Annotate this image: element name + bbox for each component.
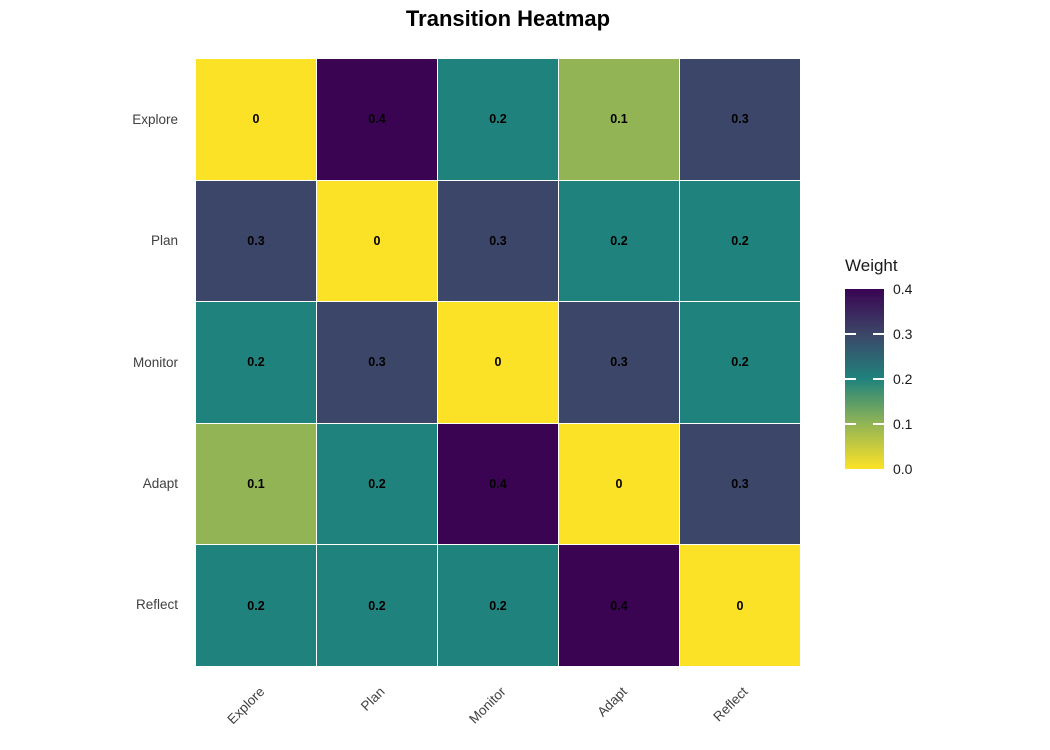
chart-title: Transition Heatmap [405, 6, 611, 31]
legend-tick [845, 423, 856, 425]
y-axis-label: Monitor [132, 354, 178, 370]
heatmap-cell: 0.3 [559, 302, 679, 423]
legend-tick [873, 378, 884, 380]
heatmap-cell: 0.2 [438, 59, 558, 180]
legend-title: Weight [845, 256, 898, 275]
x-axis-label: Plan [358, 684, 388, 714]
heatmap-cell: 0.4 [438, 423, 558, 545]
legend-tick-label: 0.1 [893, 416, 913, 432]
y-axis-label: Plan [150, 233, 178, 249]
heatmap-cell: 0.3 [196, 180, 316, 302]
heatmap-cell: 0 [559, 423, 679, 545]
heatmap-cell: 0.2 [680, 302, 800, 423]
legend-tick-label: 0.3 [893, 326, 913, 342]
x-axis-label: Explore [224, 684, 268, 727]
heatmap-cell: 0 [196, 59, 316, 180]
heatmap-cell: 0.3 [438, 180, 558, 302]
legend-tick-label: 0.0 [893, 461, 913, 477]
heatmap-cell: 0.3 [317, 302, 437, 423]
legend-tick [873, 423, 884, 425]
heatmap-cell: 0.2 [680, 180, 800, 302]
heatmap-cell: 0.2 [438, 545, 558, 666]
legend-tick-label: 0.2 [893, 371, 913, 387]
x-axis-label: Reflect [709, 684, 751, 725]
heatmap-cell: 0.1 [196, 423, 316, 545]
heatmap-cell: 0.4 [559, 545, 679, 666]
legend-tick [845, 333, 856, 335]
legend-tick [845, 378, 856, 380]
legend-colorbar [845, 289, 884, 469]
y-axis-label: Explore [132, 111, 178, 127]
heatmap-cell: 0.2 [196, 545, 316, 666]
heatmap-cell: 0 [438, 302, 558, 423]
y-axis-label: Adapt [142, 475, 178, 491]
legend-tick-label: 0.4 [893, 281, 913, 297]
heatmap-cell: 0 [317, 180, 437, 302]
heatmap-cell: 0.4 [317, 59, 437, 180]
x-axis-label: Monitor [466, 684, 509, 727]
legend-tick [873, 333, 884, 335]
heatmap-cell: 0.2 [317, 545, 437, 666]
y-axis-label: Reflect [135, 597, 178, 613]
x-axis-label: Adapt [593, 684, 630, 720]
heatmap-cell: 0 [680, 545, 800, 666]
heatmap-cell: 0.3 [680, 423, 800, 545]
heatmap-cell: 0.1 [559, 59, 679, 180]
heatmap-cell: 0.2 [559, 180, 679, 302]
heatmap-cell: 0.2 [317, 423, 437, 545]
heatmap-cell: 0.2 [196, 302, 316, 423]
heatmap-cell: 0.3 [680, 59, 800, 180]
heatmap-grid: 0 0.4 0.2 0.1 0.3 0.3 0 0.3 0.2 0.2 0.2 0.3 0 0.3 0.2 0… [196, 59, 800, 666]
